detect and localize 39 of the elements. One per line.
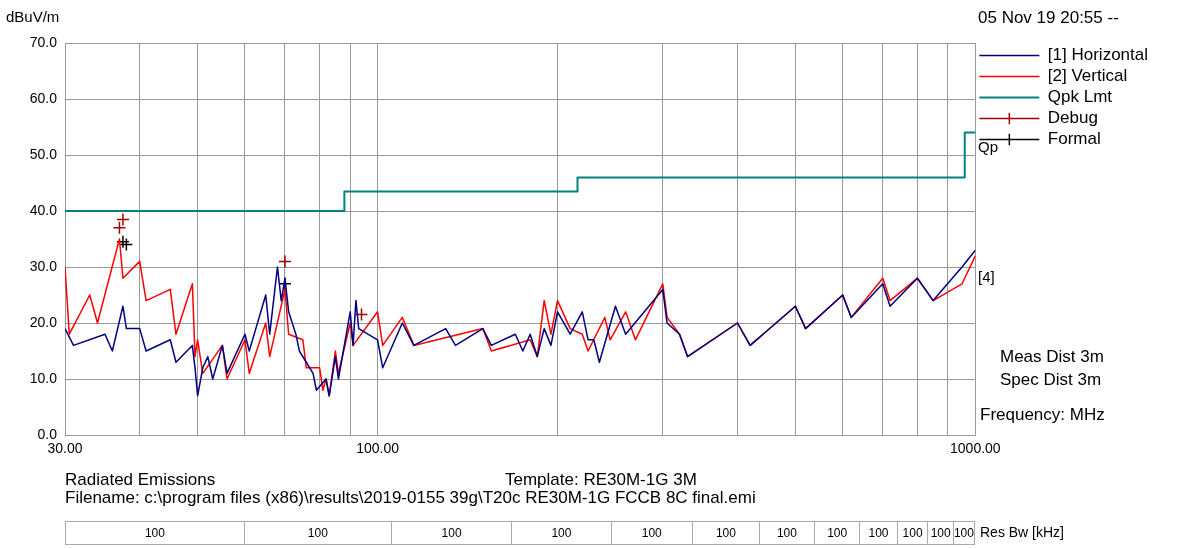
text: [4] bbox=[978, 268, 995, 285]
text: 100 bbox=[952, 522, 974, 544]
legend-label: Qpk Lmt bbox=[1047, 87, 1113, 107]
legend-label: Debug bbox=[1047, 108, 1098, 128]
text: Meas Dist 3m bbox=[1000, 347, 1104, 367]
text: 100 bbox=[691, 522, 759, 544]
text: 05 Nov 19 20:55 -- bbox=[978, 8, 1119, 28]
text: 100 bbox=[927, 522, 953, 544]
text: 100 bbox=[390, 522, 512, 544]
y-axis-title: dBuV/m bbox=[6, 8, 60, 25]
legend-label: Formal bbox=[1047, 129, 1101, 149]
legend-label: [1] Horizontal bbox=[1047, 45, 1149, 65]
text: 100 bbox=[896, 522, 928, 544]
text: 100 bbox=[143, 525, 166, 542]
y-tick-label: 20.0 bbox=[29, 313, 58, 330]
text: 100 bbox=[243, 522, 391, 544]
text: Qp bbox=[978, 138, 999, 155]
y-tick-label: 30.0 bbox=[29, 257, 58, 274]
text: Res Bw [kHz] bbox=[980, 524, 1065, 540]
y-tick-label: 70.0 bbox=[29, 33, 58, 50]
text: 100 bbox=[813, 522, 860, 544]
legend-label: [2] Vertical bbox=[1047, 66, 1128, 86]
y-tick-label: 0.0 bbox=[37, 425, 58, 442]
text: Radiated Emissions bbox=[65, 470, 216, 490]
y-tick-label: 40.0 bbox=[29, 201, 58, 218]
text: 100 bbox=[859, 522, 897, 544]
text: 100 bbox=[610, 522, 692, 544]
text: Spec Dist 3m bbox=[1000, 370, 1102, 390]
text: 100 bbox=[758, 522, 814, 544]
y-tick-label: 50.0 bbox=[29, 145, 58, 162]
x-tick-label: 30.00 bbox=[47, 440, 83, 457]
text: Template: RE30M-1G 3M bbox=[505, 470, 697, 490]
x-tick-label: 1000.00 bbox=[950, 440, 1001, 457]
text: Filename: c:\program files (x86)\results\2019-0155 39g\T20c RE30M-1G FCCB 8C final.emi bbox=[65, 488, 756, 508]
x-tick-label: 100.00 bbox=[356, 440, 400, 457]
y-tick-label: 60.0 bbox=[29, 89, 58, 106]
x-axis-title: Frequency: MHz bbox=[980, 405, 1105, 425]
text: 100 bbox=[511, 522, 611, 544]
y-tick-label: 10.0 bbox=[29, 369, 58, 386]
